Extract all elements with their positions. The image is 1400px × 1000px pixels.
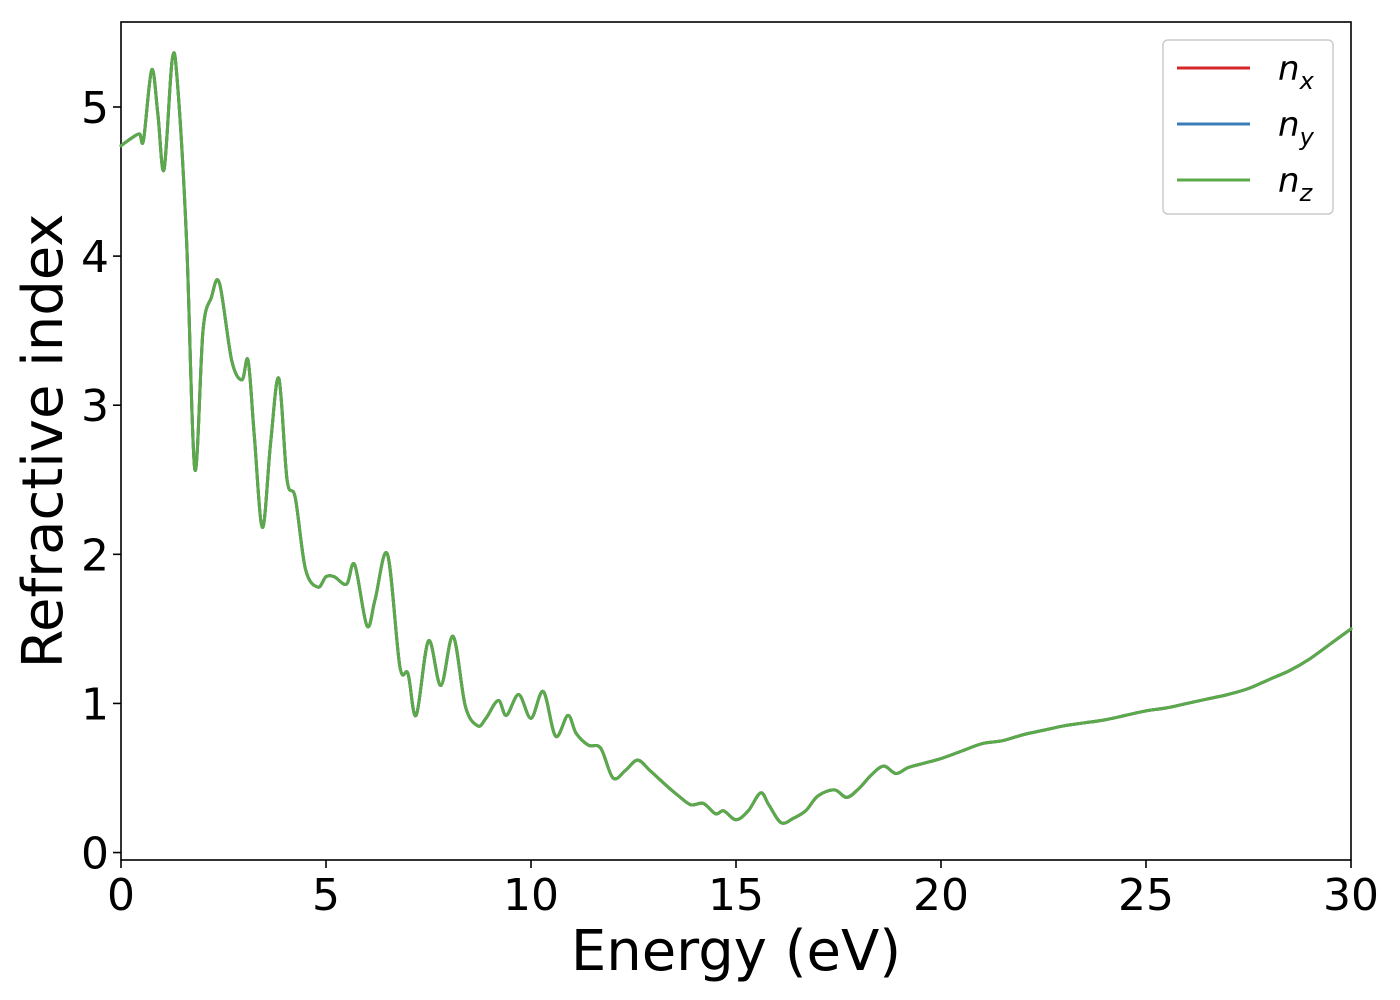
x-tick-label: 30 (1323, 870, 1379, 921)
y-axis-title: Refractive index (11, 214, 76, 669)
legend-label-z: nz (1278, 161, 1314, 207)
y-tick-label: 2 (81, 530, 109, 581)
x-axis-title: Energy (eV) (571, 919, 901, 984)
y-tick-label: 4 (81, 232, 109, 283)
y-tick-label: 1 (81, 679, 109, 730)
x-axis-ticks: 0 5 10 15 20 25 30 (107, 860, 1379, 921)
legend: nx ny nz (1162, 39, 1334, 215)
plot-area (120, 21, 1352, 861)
x-tick-label: 0 (107, 870, 135, 921)
series-layer (119, 51, 1353, 825)
legend-label-y: ny (1278, 105, 1315, 151)
legend-frame (1162, 39, 1334, 215)
series-line-z (119, 51, 1353, 825)
y-tick-label: 3 (81, 381, 109, 432)
y-tick-label: 0 (81, 829, 109, 880)
x-tick-label: 20 (913, 870, 969, 921)
x-tick-label: 15 (708, 870, 764, 921)
x-tick-label: 25 (1118, 870, 1174, 921)
y-tick-label: 5 (81, 83, 109, 134)
legend-label-x: nx (1278, 49, 1315, 95)
x-tick-label: 5 (312, 870, 340, 921)
y-axis-ticks: 0 1 2 3 4 5 (81, 83, 121, 880)
x-tick-label: 10 (503, 870, 559, 921)
